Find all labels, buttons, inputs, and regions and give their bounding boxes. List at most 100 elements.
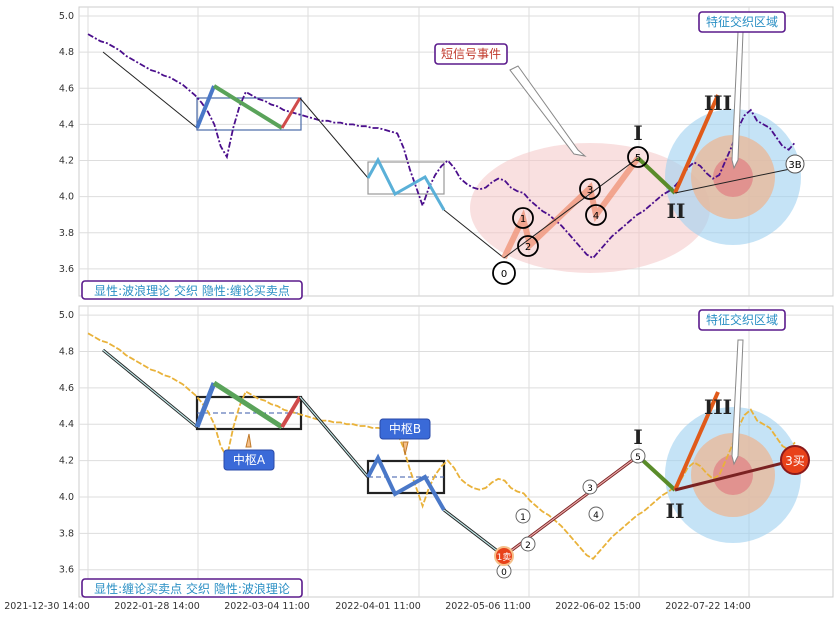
top-wave-1-marker [512, 207, 534, 229]
y-tick-label: 4.2 [59, 156, 74, 167]
bottom-stroke-7-inner [443, 509, 505, 557]
y-tick-label: 4.4 [59, 419, 74, 430]
top-wave-3b-marker [785, 154, 805, 174]
top-wave-5-marker [627, 146, 649, 168]
top-feature-box [698, 11, 786, 33]
top-wave-2-label: 2 [525, 242, 531, 253]
top-wave-1-label: 1 [520, 214, 526, 225]
top-stroke-2 [195, 85, 216, 129]
y-tick-label: 3.6 [59, 565, 74, 576]
top-wave-4-marker [585, 204, 607, 226]
top-wave-labels: 0 1 2 3 4 5 3B I II III [492, 91, 805, 285]
bottom-legend-label: 显性:缠论买卖点 交织 隐性:波浪理论 [94, 581, 290, 596]
top-wave-4-label: 4 [593, 211, 599, 222]
y-tick-label: 5.0 [59, 11, 74, 22]
bottom-callouts: 中枢A 中枢B 特征交织区域 显性:缠论买卖点 交织 隐性:波浪理论 [81, 309, 786, 598]
bottom-wave-5-marker [630, 448, 646, 464]
bottom-3b-line [674, 458, 796, 492]
center-b-label: 中枢B [389, 421, 421, 436]
x-tick-label: 2022-07-22 14:00 [665, 601, 751, 612]
top-wave-3-marker [579, 178, 601, 200]
bottom-wave-1-label: 1 [520, 513, 526, 523]
top-wave-iii [673, 94, 720, 194]
short-signal-label: 短信号事件 [441, 47, 501, 61]
buy-3-label: 3买 [785, 454, 805, 468]
y-tick-label: 5.0 [59, 310, 74, 321]
top-wave-3-label: 3 [587, 185, 593, 196]
bottom-wave-3-label: 3 [587, 484, 593, 494]
top-pivot-box-a [196, 97, 302, 131]
top-stroke-1 [102, 51, 198, 129]
top-3b-line [674, 167, 796, 194]
y-tick-label: 3.8 [59, 528, 74, 539]
top-trendline [503, 157, 639, 259]
bottom-feature-arrow [731, 339, 744, 466]
bottom-legend-box [81, 578, 303, 598]
top-legend-box [81, 280, 303, 300]
x-tick-label: 2022-04-01 11:00 [335, 601, 421, 612]
x-tick-label: 2021-12-30 14:00 [4, 601, 90, 612]
center-a-pointer [245, 433, 252, 448]
x-tick-label: 2022-06-02 15:00 [555, 601, 641, 612]
sell-1-marker [494, 546, 514, 566]
sell-1-label: 1卖 [497, 552, 512, 563]
top-wave-3b-label: 3B [788, 160, 801, 171]
short-signal-box [434, 43, 508, 65]
y-tick-label: 4.6 [59, 383, 74, 394]
top-feature-label: 特征交织区域 [706, 14, 778, 29]
y-tick-label: 4.0 [59, 492, 74, 503]
bottom-stroke-2 [194, 382, 217, 428]
bottom-wave-labels: 0 1 2 3 4 5 1卖 3买 I II III [494, 395, 810, 579]
top-stroke-3 [212, 84, 284, 130]
buy-3-marker [780, 445, 810, 475]
bottom-wave-4-marker [588, 506, 604, 522]
bottom-feature-box [698, 309, 786, 331]
bottom-wave-2-label: 2 [525, 541, 531, 551]
x-tick-label: 2022-03-04 11:00 [224, 601, 310, 612]
short-signal-arrow [509, 65, 587, 157]
bottom-stroke-5-inner [299, 396, 369, 478]
y-tick-label: 4.6 [59, 83, 74, 94]
top-wave-0-marker [492, 261, 516, 285]
y-tick-label: 4.4 [59, 119, 74, 130]
top-stroke-6 [366, 156, 446, 211]
bottom-wave-0-label: 0 [501, 568, 507, 578]
center-b-pointer [402, 441, 409, 456]
bottom-wave-iii [673, 391, 720, 491]
bottom-stroke-4 [280, 395, 302, 429]
bottom-wave-ii [636, 454, 677, 492]
top-roman-ii: II [667, 199, 686, 223]
y-tick-label: 3.8 [59, 228, 74, 239]
bottom-stroke-3 [212, 380, 284, 430]
bottom-stroke-6 [366, 453, 446, 511]
top-legend-label: 显性:波浪理论 交织 隐性:缠论买卖点 [94, 283, 290, 298]
y-tick-label: 4.8 [59, 47, 74, 58]
bottom-wave-5-label: 5 [635, 453, 641, 463]
y-tick-label: 4.2 [59, 456, 74, 467]
top-stroke-4 [280, 97, 302, 129]
top-callouts: 短信号事件 特征交织区域 显性:波浪理论 交织 隐性:缠论买卖点 [81, 11, 786, 300]
y-tick-label: 4.8 [59, 346, 74, 357]
bottom-wave-1-marker [515, 508, 531, 524]
top-wave-0-label: 0 [501, 269, 507, 280]
x-tick-label: 2022-05-06 11:00 [445, 601, 531, 612]
top-strokes [102, 51, 796, 260]
top-stroke-5 [299, 97, 369, 179]
bottom-wave-3-marker [582, 479, 598, 495]
y-tick-label: 4.0 [59, 192, 74, 203]
top-roman-i: I [633, 121, 642, 145]
top-wave-2-marker [517, 235, 539, 257]
top-roman-iii: III [704, 91, 732, 115]
x-tick-label: 2022-01-28 14:00 [114, 601, 200, 612]
bottom-roman-ii: II [666, 499, 685, 523]
bottom-roman-i: I [633, 425, 642, 449]
y-ticks: 3.6 3.8 4.0 4.2 4.4 4.6 4.8 5.0 3.6 3.8 4.0 4.2 4.4 4… [59, 11, 74, 576]
bottom-stroke-1-inner [102, 349, 198, 428]
center-a-label: 中枢A [233, 452, 266, 467]
center-b-box [379, 418, 431, 440]
center-a-box [223, 449, 275, 471]
y-tick-label: 3.6 [59, 264, 74, 275]
top-wave-5-label: 5 [635, 153, 641, 164]
